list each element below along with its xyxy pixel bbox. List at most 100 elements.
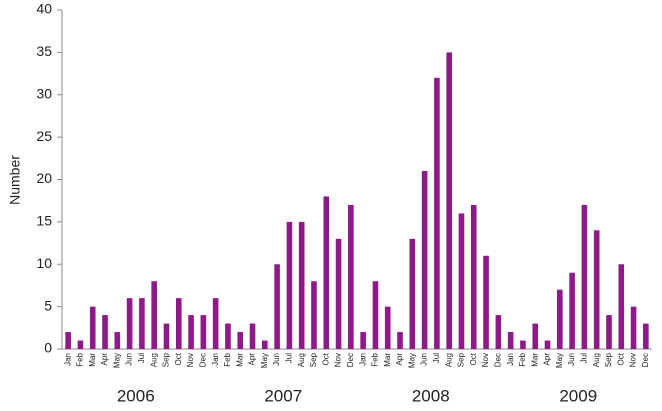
x-tick-label: Jul [580,353,589,363]
x-tick-label: May [555,353,564,368]
bar [212,298,219,349]
x-tick-label: Apr [248,353,257,366]
x-tick-label: May [260,353,269,368]
x-tick-label: Dec [346,353,355,367]
x-tick-label: Mar [383,353,392,367]
y-tick-label: 5 [44,297,52,313]
bar [569,272,575,349]
bar [483,255,489,349]
x-tick-label: Jul [432,353,441,363]
x-tick-label: Feb [223,352,232,366]
bar [114,332,121,349]
bar [323,196,330,349]
bar [335,238,342,349]
x-tick-label: Apr [100,353,109,366]
bar [237,332,244,349]
bar [532,323,539,349]
x-tick-label: Mar [530,353,539,367]
x-tick-label: Mar [88,353,97,367]
y-tick-label: 25 [36,128,52,144]
bar [151,281,157,349]
x-tick-label: Dec [493,353,502,367]
bar [126,298,133,349]
bar [274,264,280,349]
year-label: 2007 [264,386,302,405]
x-tick-label: Dec [641,353,650,367]
bar [630,306,637,349]
bar [188,315,194,349]
x-tick-label: Sep [309,352,318,367]
y-axis-label: Number [7,155,23,205]
year-label: 2009 [559,386,597,405]
bar [544,340,551,349]
bar [557,289,563,349]
bar [581,204,588,349]
bar [102,315,108,349]
y-tick-label: 15 [36,213,52,229]
bar [421,171,428,349]
bar [446,52,452,349]
x-tick-label: Aug [297,353,306,367]
x-tick-label: Jun [125,353,134,366]
bar [458,213,465,349]
x-tick-label: Jun [272,353,281,366]
x-tick-label: Jun [420,353,429,366]
x-tick-label: Nov [629,353,638,367]
bar [495,315,502,349]
x-tick-label: Jul [285,353,294,363]
bar [298,221,305,349]
bar [77,340,84,349]
year-label: 2008 [412,386,450,405]
bar [606,315,612,349]
x-tick-label: Feb [371,352,380,366]
y-tick-label: 20 [36,170,52,186]
x-tick-label: Jan [63,353,72,366]
bar [200,315,207,349]
y-tick-label: 0 [44,340,52,356]
bar [593,230,600,349]
bar [409,238,416,349]
bar [397,332,403,349]
x-tick-label: Jan [506,353,515,366]
bar [372,281,379,349]
x-tick-label: Sep [457,352,466,367]
x-tick-label: Jan [211,353,220,366]
bar [249,323,256,349]
x-tick-label: Mar [235,353,244,367]
x-tick-label: Feb [518,352,527,366]
bar [225,323,231,349]
bar [470,204,477,349]
year-label: 2006 [117,386,155,405]
bar [65,332,71,349]
bar [311,281,317,349]
x-tick-label: Sep [162,352,171,367]
x-tick-label: Apr [395,353,404,366]
x-tick-label: Nov [186,353,195,367]
x-tick-label: May [112,353,121,368]
bar [520,340,526,349]
x-tick-label: Sep [604,352,613,367]
x-tick-label: Aug [592,353,601,367]
x-tick-label: Jun [567,353,576,366]
x-tick-label: Apr [543,353,552,366]
x-tick-label: Oct [616,352,625,365]
x-tick-label: Oct [469,352,478,365]
y-tick-label: 30 [36,85,52,101]
bar [163,323,170,349]
bar [348,204,354,349]
y-tick-label: 40 [36,1,52,17]
x-tick-label: Oct [174,352,183,365]
bar [384,306,391,349]
x-tick-label: Feb [76,352,85,366]
x-tick-label: Jan [358,353,367,366]
bar [434,77,440,350]
x-tick-label: Nov [481,353,490,367]
bar [360,332,366,349]
y-tick-label: 35 [36,43,52,59]
x-tick-label: Jul [137,353,146,363]
bar [89,306,96,349]
bar [618,264,625,349]
bar [175,298,182,349]
x-tick-label: Aug [444,353,453,367]
bar [507,332,514,349]
